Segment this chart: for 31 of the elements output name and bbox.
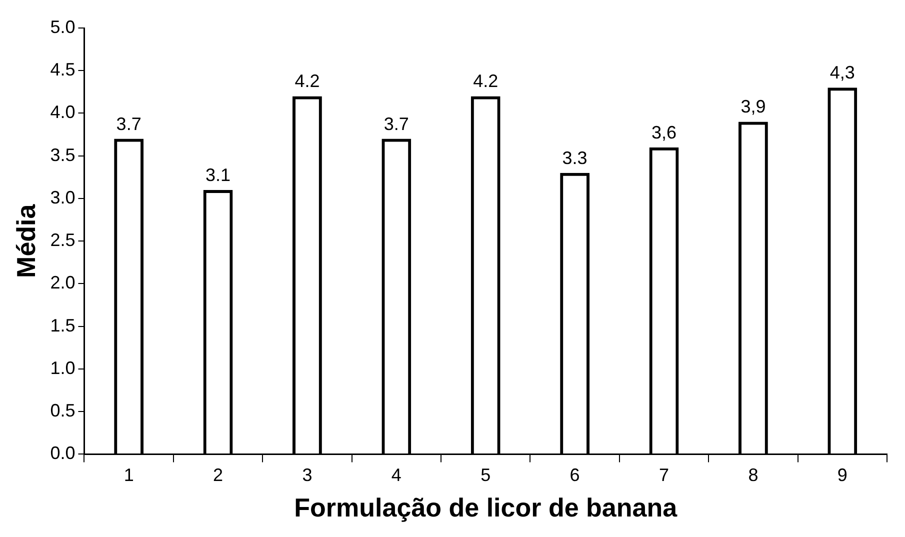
y-tick-label: 3.0 xyxy=(50,187,76,208)
y-tick-label: 3.5 xyxy=(50,144,76,165)
y-tick-label: 4.5 xyxy=(50,60,76,80)
data-label: 4,3 xyxy=(830,62,855,83)
y-tick-label: 2.0 xyxy=(50,272,76,293)
x-tick-label: 2 xyxy=(213,464,224,485)
x-axis-title: Formulação de licor de banana xyxy=(294,492,678,523)
x-tick-label: 1 xyxy=(124,464,134,485)
data-label: 3.1 xyxy=(206,164,231,185)
x-tick-label: 3 xyxy=(302,464,312,485)
y-axis-title: Média xyxy=(10,204,41,278)
x-tick-label: 8 xyxy=(748,464,758,485)
x-tick-label: 6 xyxy=(570,464,580,485)
x-tick-label: 4 xyxy=(391,464,402,485)
y-tick-label: 0.5 xyxy=(50,400,76,421)
y-tick-label: 1.5 xyxy=(50,315,76,336)
y-tick-label: 4.0 xyxy=(50,102,76,122)
x-tick-label: 5 xyxy=(480,464,491,485)
y-tick-label: 5.0 xyxy=(50,16,76,37)
data-label: 3,9 xyxy=(740,96,766,117)
x-tick-label: 9 xyxy=(837,464,848,485)
data-label: 4.2 xyxy=(294,71,320,92)
data-label: 3.7 xyxy=(116,114,142,134)
data-label: 4.2 xyxy=(473,71,498,92)
y-tick-label: 1.0 xyxy=(50,358,76,378)
y-tick-label: 0.0 xyxy=(50,443,76,464)
data-label: 3.3 xyxy=(562,148,588,168)
data-label: 3.7 xyxy=(384,114,409,134)
y-tick-label: 2.5 xyxy=(50,230,76,250)
x-tick-label: 7 xyxy=(659,464,670,485)
data-label: 3,6 xyxy=(651,122,677,142)
